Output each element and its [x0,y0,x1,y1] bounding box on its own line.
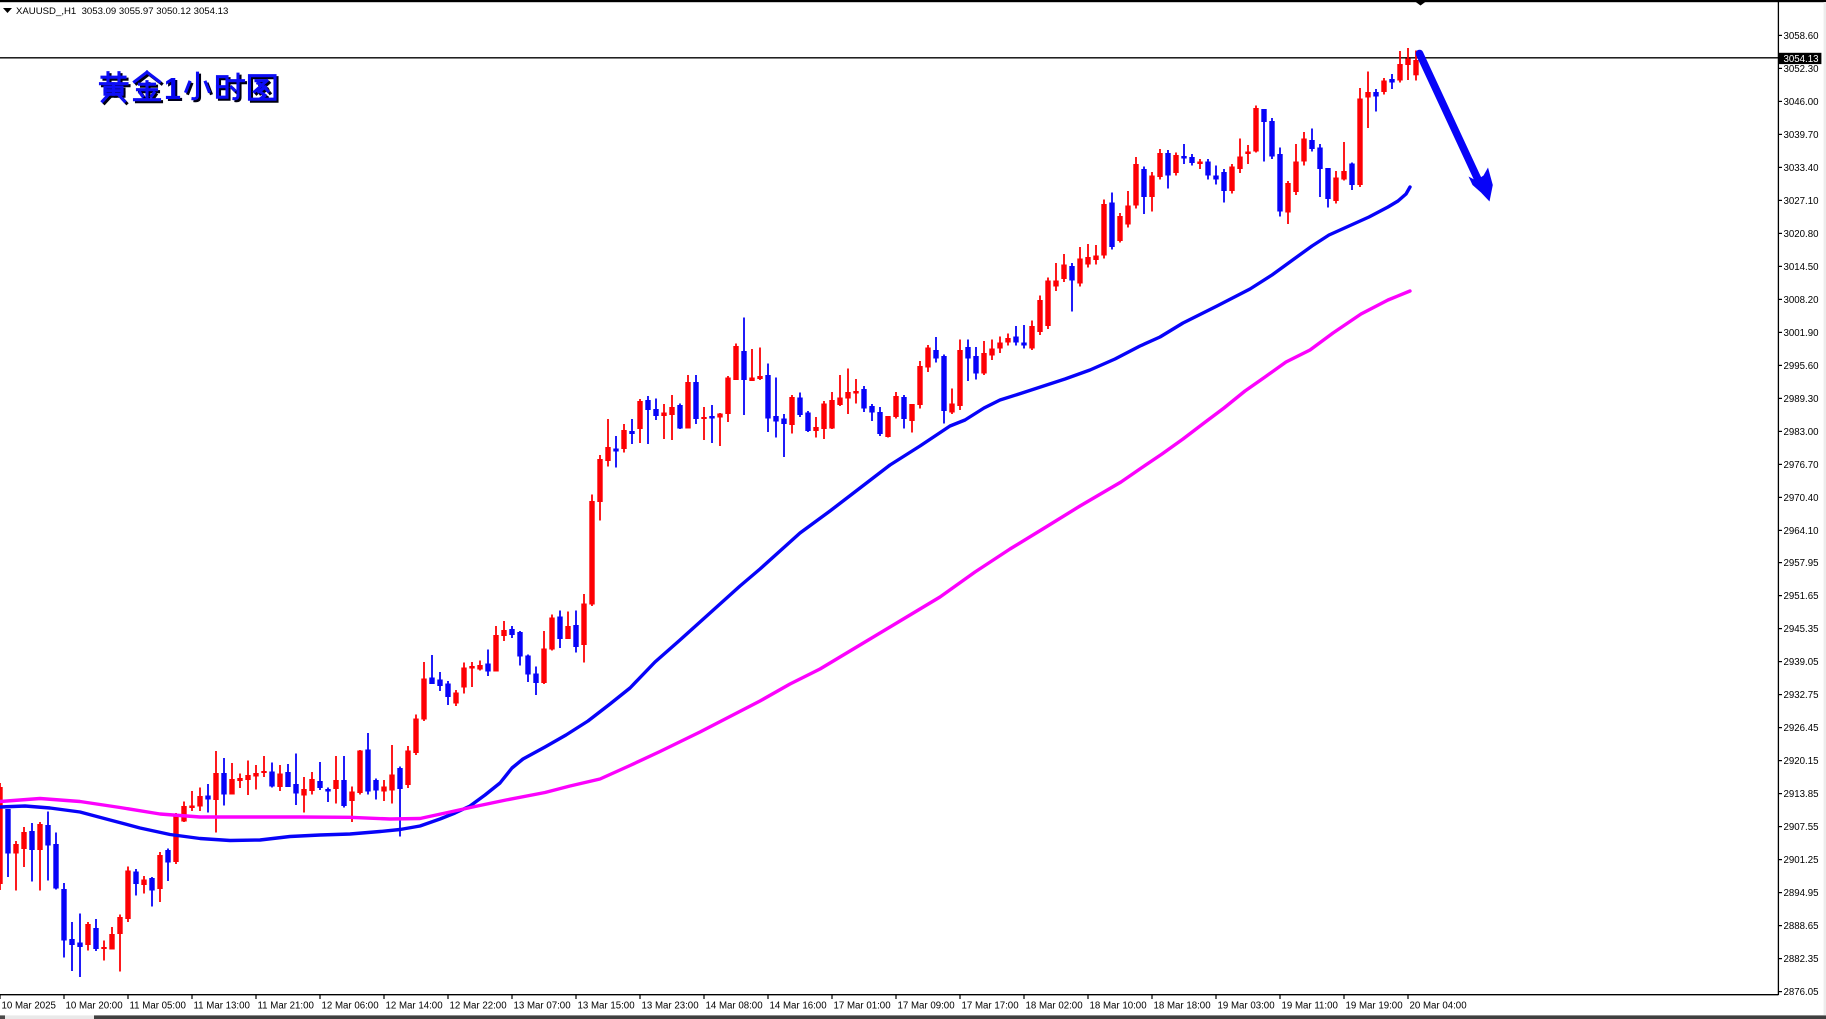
svg-text:3046.00: 3046.00 [1784,97,1820,108]
svg-text:3039.70: 3039.70 [1784,130,1820,141]
svg-text:2913.85: 2913.85 [1784,789,1819,800]
svg-text:13 Mar 15:00: 13 Mar 15:00 [578,1000,636,1011]
svg-text:2901.25: 2901.25 [1784,855,1819,866]
svg-text:18 Mar 10:00: 18 Mar 10:00 [1090,1000,1148,1011]
svg-text:2989.30: 2989.30 [1784,394,1820,405]
svg-text:2995.60: 2995.60 [1784,361,1820,372]
svg-text:2920.15: 2920.15 [1784,756,1819,767]
svg-text:2957.95: 2957.95 [1784,558,1819,569]
svg-text:3052.30: 3052.30 [1784,64,1820,75]
svg-text:19 Mar 19:00: 19 Mar 19:00 [1346,1000,1404,1011]
svg-text:2945.35: 2945.35 [1784,624,1819,635]
svg-text:2964.10: 2964.10 [1784,526,1820,537]
svg-text:18 Mar 02:00: 18 Mar 02:00 [1026,1000,1084,1011]
svg-text:18 Mar 18:00: 18 Mar 18:00 [1154,1000,1212,1011]
svg-text:2907.55: 2907.55 [1784,822,1819,833]
svg-text:2983.00: 2983.00 [1784,427,1820,438]
svg-text:3020.80: 3020.80 [1784,229,1820,240]
svg-text:17 Mar 01:00: 17 Mar 01:00 [834,1000,892,1011]
svg-text:3054.13: 3054.13 [1784,54,1819,65]
svg-text:3033.40: 3033.40 [1784,163,1820,174]
svg-text:12 Mar 14:00: 12 Mar 14:00 [386,1000,444,1011]
svg-text:2876.05: 2876.05 [1784,987,1819,998]
svg-text:2926.45: 2926.45 [1784,723,1819,734]
svg-text:3014.50: 3014.50 [1784,262,1820,273]
svg-text:14 Mar 16:00: 14 Mar 16:00 [770,1000,828,1011]
svg-text:11 Mar 13:00: 11 Mar 13:00 [194,1000,251,1011]
svg-text:XAUUSD_,H1 3053.09 3055.97 30: XAUUSD_,H1 3053.09 3055.97 3050.12 3054.… [16,6,228,17]
svg-text:2976.70: 2976.70 [1784,460,1820,471]
svg-text:13 Mar 07:00: 13 Mar 07:00 [514,1000,572,1011]
svg-text:2939.05: 2939.05 [1784,657,1819,668]
svg-text:10 Mar 20:00: 10 Mar 20:00 [66,1000,124,1011]
svg-text:1: 1 [164,72,181,106]
svg-text:11 Mar 05:00: 11 Mar 05:00 [130,1000,187,1011]
svg-text:11 Mar 21:00: 11 Mar 21:00 [258,1000,315,1011]
svg-text:3001.90: 3001.90 [1784,328,1820,339]
svg-text:12 Mar 06:00: 12 Mar 06:00 [322,1000,380,1011]
svg-text:1: 1 [166,74,183,108]
svg-text:17 Mar 09:00: 17 Mar 09:00 [898,1000,956,1011]
svg-text:13 Mar 23:00: 13 Mar 23:00 [642,1000,700,1011]
svg-text:3008.20: 3008.20 [1784,295,1820,306]
svg-text:2882.35: 2882.35 [1784,954,1819,965]
svg-text:2894.95: 2894.95 [1784,888,1819,899]
svg-text:12 Mar 22:00: 12 Mar 22:00 [450,1000,508,1011]
svg-text:2951.65: 2951.65 [1784,591,1819,602]
svg-text:17 Mar 17:00: 17 Mar 17:00 [962,1000,1020,1011]
svg-text:3027.10: 3027.10 [1784,196,1820,207]
svg-text:20 Mar 04:00: 20 Mar 04:00 [1410,1000,1468,1011]
svg-text:2932.75: 2932.75 [1784,690,1819,701]
svg-text:2888.65: 2888.65 [1784,921,1819,932]
svg-text:19 Mar 03:00: 19 Mar 03:00 [1218,1000,1276,1011]
svg-text:10 Mar 2025: 10 Mar 2025 [2,1000,56,1011]
svg-text:2970.40: 2970.40 [1784,493,1820,504]
svg-text:14 Mar 08:00: 14 Mar 08:00 [706,1000,764,1011]
svg-text:19 Mar 11:00: 19 Mar 11:00 [1282,1000,1339,1011]
svg-text:3058.60: 3058.60 [1784,31,1820,42]
